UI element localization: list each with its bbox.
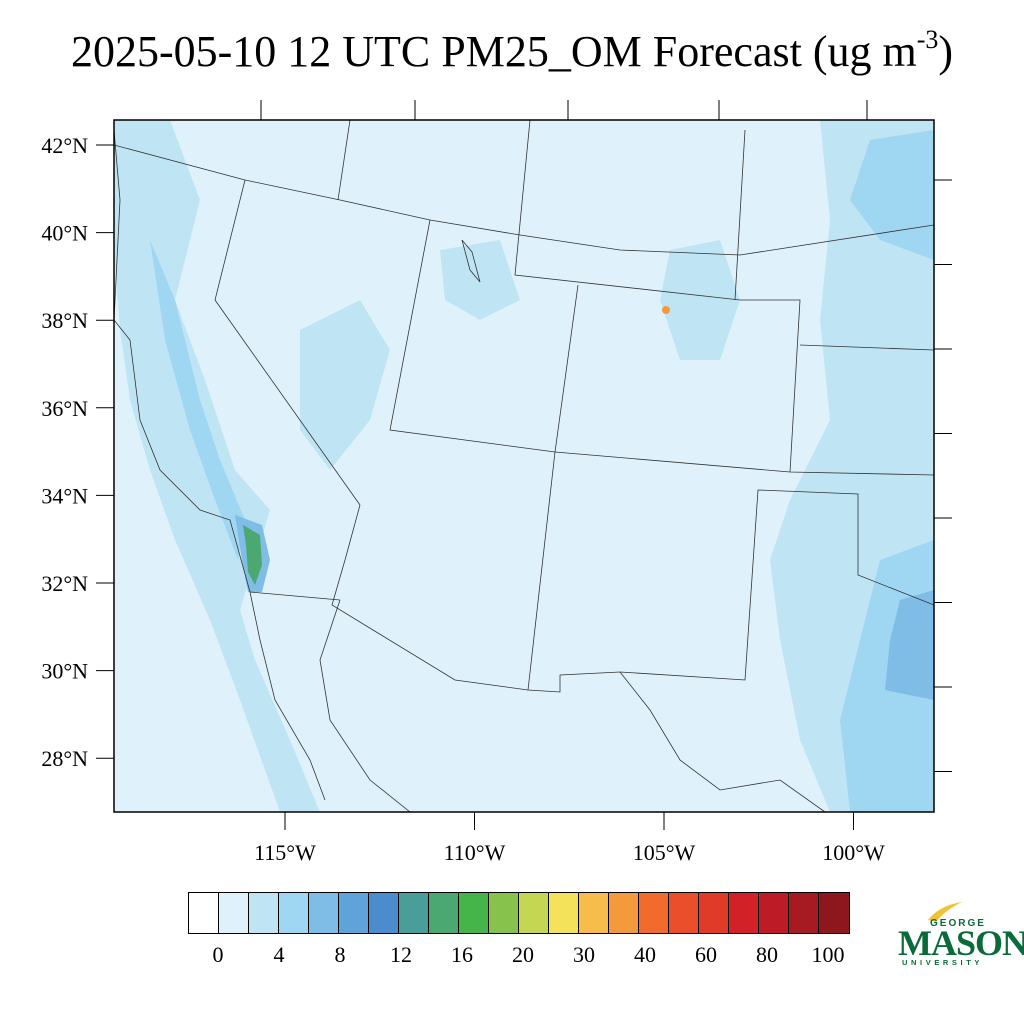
socal-peak (243, 525, 262, 585)
colorbar-swatch (669, 893, 699, 933)
colorbar-swatch (609, 893, 639, 933)
colorbar-label: 30 (573, 942, 595, 967)
colorbar-label: 20 (512, 942, 534, 967)
texas-core-plume (885, 590, 934, 700)
colorbar-label: 16 (451, 942, 473, 967)
boundary-line (331, 504, 529, 691)
colorado-plume (660, 240, 740, 360)
lat-label: 36°N (41, 396, 88, 421)
colorbar-swatch (759, 893, 789, 933)
logo-flame-icon (928, 902, 962, 922)
colorbar-swatch (549, 893, 579, 933)
lat-label: 32°N (41, 571, 88, 596)
great-salt-lake (461, 239, 481, 283)
coastline (319, 599, 411, 812)
title-superscript: -3 (916, 25, 939, 54)
university-logo: GEORGE MASON UNIVERSITY (896, 900, 1024, 970)
colorbar-swatch (219, 893, 249, 933)
utah-plume (440, 240, 520, 320)
logo-middle-text: MASON (898, 923, 1024, 963)
colorbar-swatch (579, 893, 609, 933)
logo-top-text: GEORGE (930, 918, 986, 929)
forecast-field (114, 120, 934, 812)
colorbar-swatch (339, 893, 369, 933)
boundary-line (619, 671, 826, 812)
colorbar-label: 60 (695, 942, 717, 967)
central-valley-plume (150, 240, 245, 560)
lon-label: 100°W (822, 840, 885, 865)
lat-label: 42°N (41, 133, 88, 158)
colorbar-swatch (279, 893, 309, 933)
colorbar-label: 40 (634, 942, 656, 967)
colorbar-swatch (819, 893, 849, 933)
boundary-line (249, 591, 341, 601)
lon-label: 110°W (444, 840, 506, 865)
lat-label: 30°N (41, 659, 88, 684)
colorbar-swatch (489, 893, 519, 933)
boundary-line (337, 120, 351, 201)
boundary-line (214, 179, 361, 506)
colorbar-swatch (249, 893, 279, 933)
colorbar-label: 0 (212, 942, 224, 967)
northern-plains-plume (850, 130, 934, 260)
colorbar-swatch (519, 893, 549, 933)
colorbar-label: 8 (334, 942, 346, 967)
lat-label: 34°N (41, 483, 88, 508)
boundary-line (514, 120, 801, 473)
nevada-plume (300, 300, 390, 470)
lat-label: 38°N (41, 308, 88, 333)
colorbar-swatch (429, 893, 459, 933)
lat-label: 28°N (41, 746, 88, 771)
colorbar-swatch (189, 893, 219, 933)
lon-label: 115°W (254, 840, 316, 865)
colorbar (188, 892, 850, 934)
lon-label: 105°W (633, 840, 696, 865)
map-title: 2025-05-10 12 UTC PM25_OM Forecast (ug m… (0, 22, 1024, 82)
colorbar-swatch (309, 893, 339, 933)
colorbar-label: 80 (756, 942, 778, 967)
colorbar-swatch (639, 893, 669, 933)
title-close: ) (938, 27, 954, 76)
colorbar-swatch (729, 893, 759, 933)
title-main: 2025-05-10 12 UTC PM25_OM Forecast (ug m (70, 27, 917, 76)
colorbar-label: 12 (390, 942, 412, 967)
coastline (114, 129, 326, 801)
colorbar-swatch (399, 893, 429, 933)
lat-label: 40°N (41, 221, 88, 246)
colorado-hotspot (662, 306, 670, 314)
colorbar-swatch (369, 893, 399, 933)
political-boundaries (114, 120, 934, 812)
logo-bottom-text: UNIVERSITY (902, 958, 984, 967)
colorbar-swatch (789, 893, 819, 933)
map-frame (113, 119, 935, 813)
colorbar-swatch (699, 893, 729, 933)
boundary-line (114, 144, 934, 256)
boundary-line (799, 344, 934, 351)
colorbar-label: 4 (273, 942, 285, 967)
colorbar-swatch (459, 893, 489, 933)
boundary-line (734, 129, 746, 301)
latitude-axis: 42°N 40°N 38°N 36°N 34°N 32°N 30°N 28°N (41, 133, 952, 772)
longitude-axis: 115°W 110°W 105°W 100°W (254, 100, 885, 865)
colorbar-label: 100 (811, 942, 845, 967)
